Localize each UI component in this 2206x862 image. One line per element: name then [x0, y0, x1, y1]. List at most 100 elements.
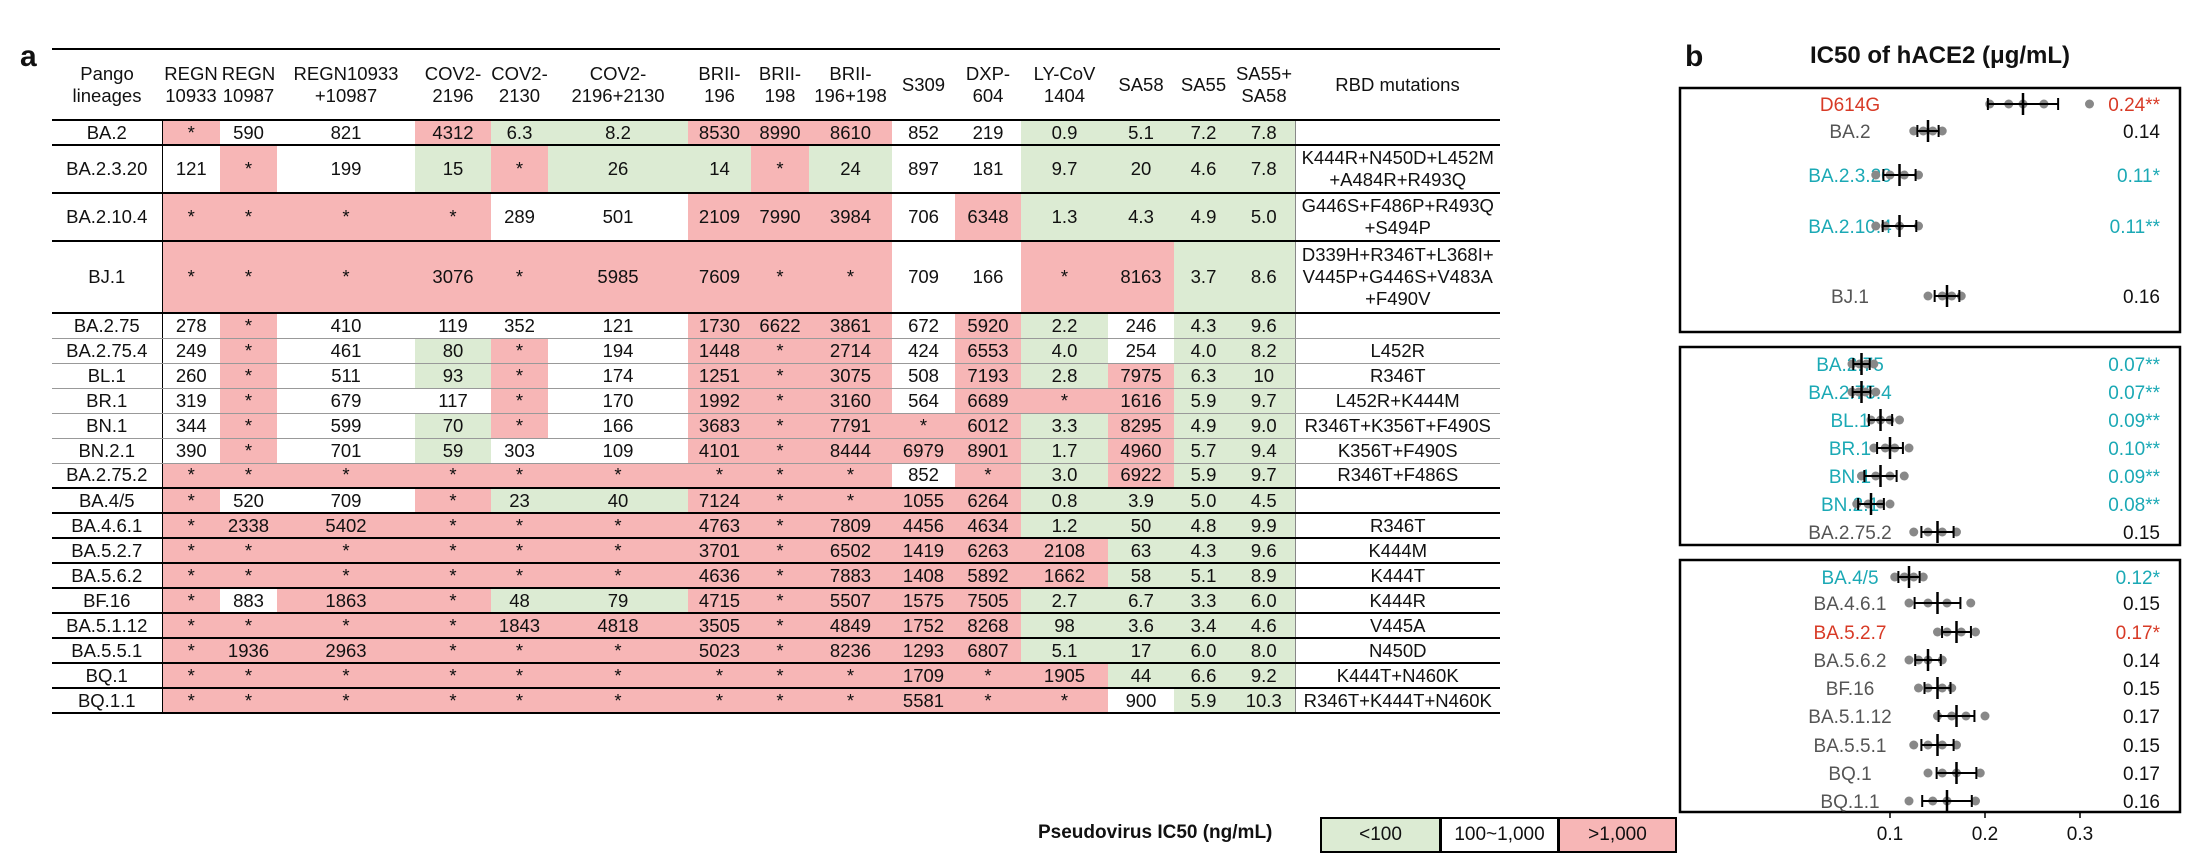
ic50-cell: 4.8 [1174, 513, 1233, 539]
rbd-mutations-cell: R346T [1294, 363, 1500, 389]
ic50-cell: 8901 [955, 438, 1021, 464]
table-row: BA.5.5.1 * 1936 2963 * * * 5023 * 8236 1293 6807 5.1… [52, 638, 1500, 664]
variant-label: BA.4.6.1 [1814, 594, 1887, 615]
ic50-cell: * [491, 663, 548, 689]
ic50-cell: * [220, 663, 277, 689]
ic50-cell: 6979 [892, 438, 955, 464]
ic50-cell: 852 [892, 463, 955, 489]
ic50-cell: 5507 [809, 588, 892, 614]
chart-title: IC50 of hACE2 (μg/mL) [1809, 42, 2071, 69]
ic50-cell: 7.2 [1174, 120, 1233, 146]
ic50-cell: 194 [548, 338, 688, 364]
rbd-mutations-cell: K356T+F490S [1294, 438, 1500, 464]
column-header-line: COV2- [491, 62, 548, 84]
data-point [1871, 170, 1881, 180]
ic50-cell: * [809, 463, 892, 489]
ic50-cell: 461 [277, 338, 415, 364]
ic50-cell: 7.8 [1233, 145, 1295, 194]
rbd-mutation-line: V445A [1369, 614, 1426, 636]
ic50-cell: * [415, 613, 491, 639]
rbd-mutation-line: R346T+K356T+F490S [1304, 414, 1491, 436]
ic50-cell: 9.9 [1233, 513, 1295, 539]
ic50-cell: 1448 [688, 338, 751, 364]
ic50-cell: 6553 [955, 338, 1021, 364]
ic50-cell: 117 [415, 388, 491, 414]
ic50-cell: 6.7 [1108, 588, 1174, 614]
rbd-mutation-line: G446S+F486P+R493Q [1301, 195, 1494, 216]
rbd-mutation-line: +A484R+R493Q [1329, 169, 1467, 190]
variant-label: BA.5.2.7 [1814, 623, 1887, 644]
lineage-cell: BQ.1 [52, 663, 163, 689]
data-point [1937, 126, 1947, 136]
column-header-line: 1404 [1043, 84, 1086, 106]
ic50-cell: 3861 [809, 313, 892, 339]
column-header-line: 196 [704, 84, 735, 106]
rbd-mutations-cell: K444R [1294, 588, 1500, 614]
ic50-cell: 5.1 [1174, 563, 1233, 589]
variant-label: BQ.1 [1828, 764, 1871, 785]
ic50-cell: * [751, 688, 809, 714]
panel-b-label: b [1685, 40, 1704, 73]
data-point [1966, 598, 1976, 608]
ic50-cell: 17 [1108, 638, 1174, 664]
ic50-cell: * [220, 145, 277, 194]
data-point [1923, 768, 1933, 778]
table-row: BA.2.10.4 * * * * 289 501 2109 7990 3984 706 6348 1.… [52, 193, 1500, 242]
ic50-cell: 5.9 [1174, 388, 1233, 414]
column-header-line: LY-CoV [1033, 62, 1096, 84]
ic50-cell: 63 [1108, 538, 1174, 564]
ic50-cell: * [220, 363, 277, 389]
ic50-cell: 508 [892, 363, 955, 389]
ic50-cell: * [491, 463, 548, 489]
column-header: COV2- 2196 [415, 48, 491, 121]
ic50-cell: * [491, 388, 548, 414]
column-header: COV2- 2130 [491, 48, 548, 121]
ic50-cell: 1752 [892, 613, 955, 639]
ic50-cell: 3701 [688, 538, 751, 564]
ic50-cell: * [491, 688, 548, 714]
ic50-cell: 1730 [688, 313, 751, 339]
x-tick-label: 0.2 [1972, 824, 1998, 845]
ic50-cell: * [220, 413, 277, 439]
ic50-cell: 166 [955, 241, 1021, 314]
ic50-cell: * [548, 538, 688, 564]
ic50-cell: 1408 [892, 563, 955, 589]
lineage-cell: BQ.1.1 [52, 688, 163, 714]
column-header: REGN10933 +10987 [277, 48, 415, 121]
ic50-cell: * [809, 488, 892, 514]
data-point [1971, 627, 1980, 637]
column-header: COV2- 2196+2130 [548, 48, 688, 121]
ic50-cell: 590 [220, 120, 277, 146]
ic50-cell: * [220, 688, 277, 714]
column-header: Pango lineages [52, 48, 162, 121]
ic50-cell: * [751, 145, 809, 194]
ic50-cell: * [491, 513, 548, 539]
ic50-cell: * [220, 241, 277, 314]
ic50-cell: 303 [491, 438, 548, 464]
rbd-mutation-line: L452R [1370, 339, 1425, 361]
ic50-cell: 5.1 [1108, 120, 1174, 146]
column-header-line: SA58 [1241, 84, 1287, 106]
rbd-mutations-cell: K444M [1294, 538, 1500, 564]
column-header: LY-CoV 1404 [1021, 48, 1108, 121]
ic50-cell: 26 [548, 145, 688, 194]
ic50-cell: 24 [809, 145, 892, 194]
column-header-line: lineages [72, 84, 142, 106]
ic50-cell: * [277, 688, 415, 714]
ic50-cell: * [1021, 388, 1108, 414]
ic50-cell: * [751, 463, 809, 489]
ic50-cell: 1575 [892, 588, 955, 614]
ic50-cell: * [548, 463, 688, 489]
data-point [1904, 443, 1914, 453]
ic50-cell: * [220, 388, 277, 414]
ic50-cell: * [751, 663, 809, 689]
data-point [1933, 627, 1942, 637]
table-header: Pango lineages REGN 10933 REGN 10987 REGN10933… [52, 48, 1500, 121]
ic50-value-label: 0.07** [2108, 355, 2160, 376]
data-point [1909, 527, 1919, 537]
ic50-cell: 181 [955, 145, 1021, 194]
rbd-mutations-cell: N450D [1294, 638, 1500, 664]
ic50-value-label: 0.14 [2123, 651, 2160, 672]
ic50-cell: 501 [548, 193, 688, 242]
ic50-cell: 9.6 [1233, 313, 1295, 339]
